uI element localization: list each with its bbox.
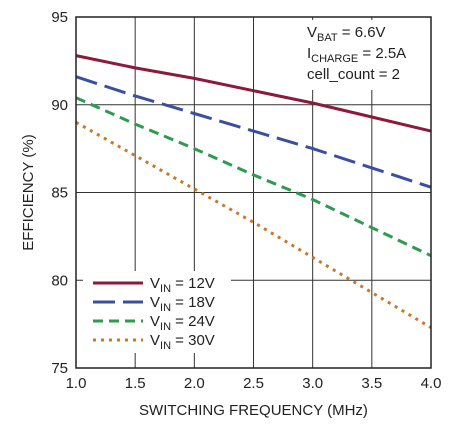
legend-label-2: VIN = 18V (150, 294, 215, 314)
legend-label-main: V (150, 332, 160, 349)
annotation-cell-count: cell_count = 2 (307, 66, 400, 83)
x-tick-label: 3.0 (302, 375, 323, 392)
annotation-icharge-sub: CHARGE (311, 53, 358, 65)
legend-label-sub: IN (160, 302, 171, 314)
y-tick-label: 85 (51, 185, 68, 202)
annotation-vbat-sub: BAT (317, 32, 338, 44)
series-line-3 (75, 96, 432, 258)
annotation-vbat: VBAT = 6.6V (307, 24, 386, 44)
annotation-vbat-rest: = 6.6V (338, 24, 386, 41)
y-tick-label: 90 (51, 97, 68, 114)
legend-label-main: V (150, 275, 160, 292)
annotation-icharge-main: I (307, 45, 311, 62)
x-tick-label: 1.5 (125, 375, 146, 392)
annotation-vbat-main: V (307, 24, 317, 41)
legend-label-sub: IN (160, 321, 171, 333)
tick-labels: 1.0 1.5 2.0 2.5 3.0 3.5 4.0 75 80 85 90 95 (51, 9, 441, 392)
legend-label-1: VIN = 12V (150, 275, 215, 295)
series-layer (75, 54, 432, 329)
x-tick-label: 1.0 (66, 375, 87, 392)
x-tick-label: 2.0 (184, 375, 205, 392)
series-line-2 (75, 75, 432, 189)
legend-label-main: V (150, 313, 160, 330)
legend-label-rest: = 12V (171, 275, 215, 292)
legend-label-3: VIN = 24V (150, 313, 215, 333)
x-axis-label: SWITCHING FREQUENCY (MHz) (139, 402, 368, 419)
annotation-background (303, 20, 429, 90)
y-axis-label: EFFICIENCY (%) (20, 134, 37, 250)
legend-label-rest: = 30V (171, 332, 215, 349)
x-tick-label: 4.0 (421, 375, 442, 392)
legend-label-main: V (150, 294, 160, 311)
y-tick-label: 95 (51, 9, 68, 26)
y-tick-label: 80 (51, 272, 68, 289)
legend-label-4: VIN = 30V (150, 332, 215, 352)
legend-label-rest: = 18V (171, 294, 215, 311)
x-tick-label: 3.5 (361, 375, 382, 392)
annotation-icharge-rest: = 2.5A (358, 45, 406, 62)
y-tick-label: 75 (51, 360, 68, 377)
x-tick-label: 2.5 (243, 375, 264, 392)
legend-label-sub: IN (160, 283, 171, 295)
series-line-1 (75, 54, 432, 133)
legend-background (83, 271, 231, 353)
legend-label-sub: IN (160, 340, 171, 352)
annotation-icharge: ICHARGE = 2.5A (307, 45, 406, 65)
legend-label-rest: = 24V (171, 313, 215, 330)
plot-frame (75, 16, 432, 369)
